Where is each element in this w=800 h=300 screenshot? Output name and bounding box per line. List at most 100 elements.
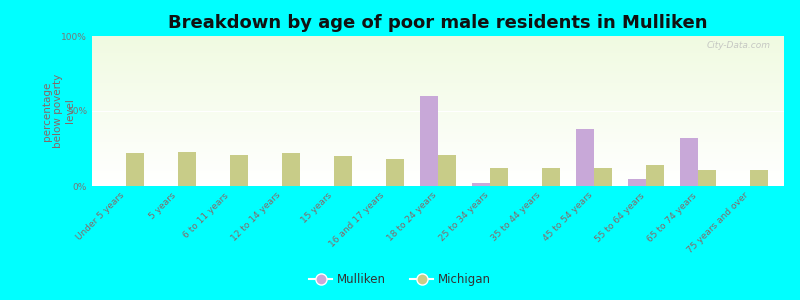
Bar	[92, 89, 784, 90]
Bar	[92, 153, 784, 154]
Bar	[92, 97, 784, 98]
Bar	[92, 123, 784, 124]
Bar	[92, 60, 784, 61]
Bar	[92, 118, 784, 119]
Bar	[92, 160, 784, 161]
Bar	[92, 46, 784, 47]
Bar	[92, 84, 784, 85]
Y-axis label: percentage
below poverty
level: percentage below poverty level	[42, 74, 75, 148]
Bar	[92, 185, 784, 186]
Bar	[92, 37, 784, 38]
Bar	[92, 130, 784, 131]
Bar	[92, 59, 784, 60]
Bar	[92, 115, 784, 116]
Bar	[92, 149, 784, 150]
Bar	[92, 141, 784, 142]
Bar	[92, 163, 784, 164]
Bar	[92, 79, 784, 80]
Bar	[92, 50, 784, 51]
Bar	[92, 67, 784, 68]
Bar	[92, 42, 784, 43]
Bar	[92, 152, 784, 153]
Legend: Mulliken, Michigan: Mulliken, Michigan	[304, 269, 496, 291]
Bar	[92, 113, 784, 114]
Bar	[92, 158, 784, 159]
Bar	[92, 118, 784, 119]
Bar	[92, 165, 784, 166]
Bar	[92, 106, 784, 107]
Bar	[92, 77, 784, 78]
Bar	[92, 174, 784, 175]
Bar	[92, 75, 784, 76]
Bar	[92, 132, 784, 133]
Bar	[92, 157, 784, 158]
Bar	[92, 57, 784, 58]
Bar	[92, 101, 784, 102]
Bar	[92, 88, 784, 89]
Title: Breakdown by age of poor male residents in Mulliken: Breakdown by age of poor male residents …	[168, 14, 708, 32]
Bar	[92, 105, 784, 106]
Bar	[92, 179, 784, 180]
Bar	[92, 107, 784, 108]
Bar	[92, 170, 784, 171]
Bar	[92, 148, 784, 149]
Bar	[750, 169, 768, 186]
Bar	[92, 144, 784, 145]
Bar	[92, 155, 784, 156]
Bar	[92, 169, 784, 170]
Bar	[92, 180, 784, 181]
Bar	[92, 52, 784, 53]
Bar	[92, 98, 784, 99]
Bar	[92, 95, 784, 96]
Bar	[92, 47, 784, 48]
Bar	[92, 164, 784, 165]
Bar	[92, 126, 784, 127]
Bar	[92, 146, 784, 147]
Bar	[92, 62, 784, 63]
Bar	[92, 81, 784, 82]
Bar	[92, 99, 784, 100]
Bar	[92, 143, 784, 144]
Bar	[92, 100, 784, 101]
Bar	[92, 70, 784, 71]
Bar	[92, 182, 784, 183]
Bar	[92, 49, 784, 50]
Bar	[92, 74, 784, 75]
Bar	[92, 137, 784, 138]
Bar	[92, 44, 784, 45]
Bar	[92, 140, 784, 141]
Bar	[92, 124, 784, 125]
Bar	[92, 45, 784, 46]
Bar	[92, 125, 784, 126]
Bar	[92, 160, 784, 161]
Bar	[438, 154, 456, 186]
Text: City-Data.com: City-Data.com	[706, 40, 770, 50]
Bar	[92, 96, 784, 97]
Bar	[92, 100, 784, 101]
Bar	[92, 154, 784, 155]
Bar	[92, 138, 784, 139]
Bar	[92, 63, 784, 64]
Bar	[92, 85, 784, 86]
Bar	[92, 167, 784, 168]
Bar	[576, 129, 594, 186]
Bar	[92, 69, 784, 70]
Bar	[490, 168, 508, 186]
Bar	[92, 82, 784, 83]
Bar	[92, 110, 784, 111]
Bar	[420, 96, 438, 186]
Bar	[92, 119, 784, 120]
Bar	[92, 184, 784, 185]
Bar	[92, 82, 784, 83]
Bar	[92, 129, 784, 130]
Bar	[92, 120, 784, 121]
Bar	[92, 36, 784, 37]
Bar	[92, 162, 784, 163]
Bar	[472, 183, 490, 186]
Bar	[92, 108, 784, 109]
Bar	[92, 48, 784, 49]
Bar	[92, 54, 784, 55]
Bar	[92, 83, 784, 84]
Bar	[92, 168, 784, 169]
Bar	[542, 168, 560, 186]
